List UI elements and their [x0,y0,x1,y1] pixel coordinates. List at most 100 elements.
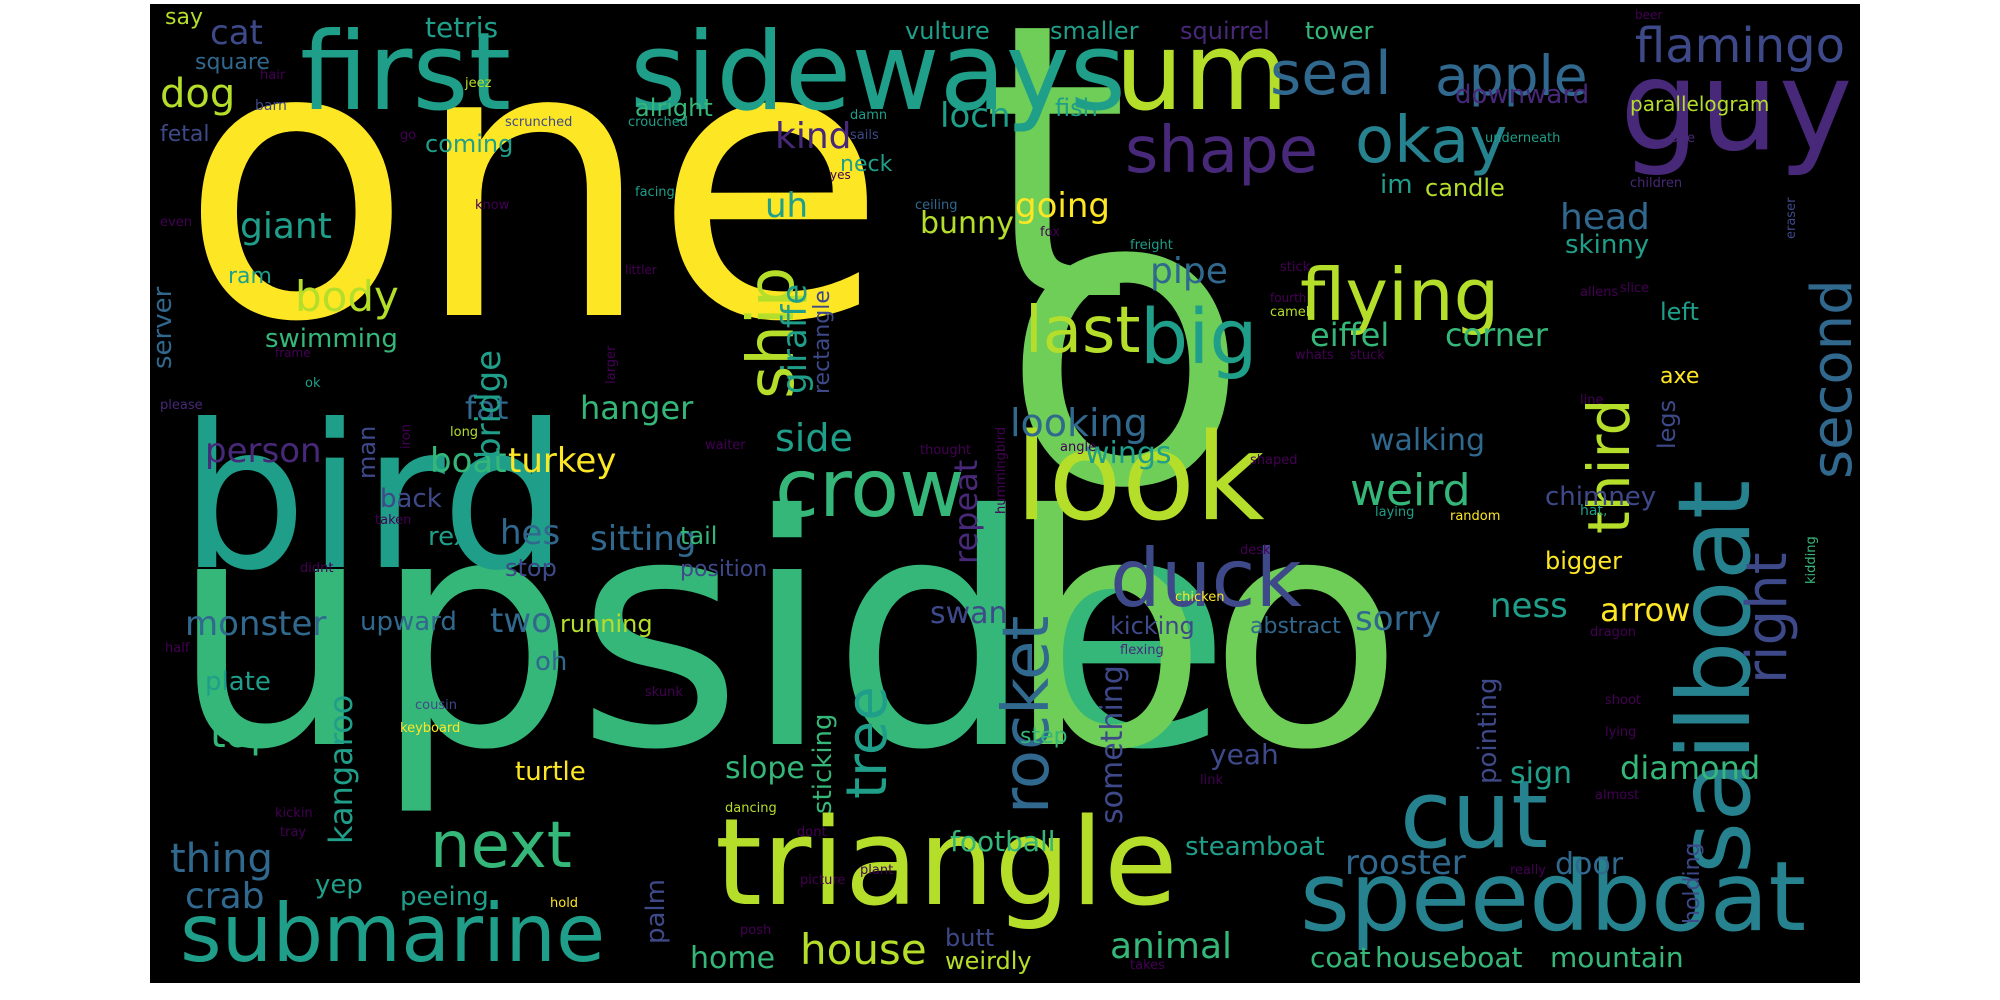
word-lying: lying [1605,725,1637,740]
word-slope: slope [725,751,805,786]
word-posh: posh [740,923,772,938]
word-corner: corner [1445,316,1548,354]
word-link: link [1200,773,1223,788]
word-something: something [1095,665,1130,824]
word-server: server [150,286,178,369]
word-apple: apple [1435,44,1588,108]
word-long: long [450,425,479,440]
word-duck: duck [1110,532,1302,625]
word-picture: picture [800,873,846,888]
word-cousin: cousin [415,698,457,713]
word-um: um [1115,10,1289,135]
word-know: know [475,198,510,213]
word-fourth: fourth [1270,291,1307,305]
word-parallelogram: parallelogram [1630,92,1770,116]
word-position: position [680,557,768,582]
word-shaped: shaped [1250,453,1298,468]
word-kidding: kidding [1804,536,1819,584]
word-tetris: tetris [425,11,499,44]
word-smaller: smaller [1050,17,1139,45]
word-crouched: crouched [628,115,689,130]
word-skunk: skunk [645,685,683,700]
word-look: look [1015,409,1265,548]
word-person: person [205,431,322,471]
word-bigger: bigger [1545,547,1623,575]
word-house: house [800,925,927,974]
word-sails: sails [850,128,879,143]
word-bridge: bridge [469,349,509,459]
word-bunny: bunny [920,206,1014,241]
word-cut: cut [1400,761,1549,870]
word-freight: freight [1130,238,1173,253]
word-plant: plant [860,863,894,878]
word-hat: hat, [1580,503,1608,519]
word-tail: tail [680,522,718,550]
word-left: left [1660,298,1699,326]
word-square: square [195,50,270,75]
word-giant: giant [240,206,332,247]
word-mountain: mountain [1550,941,1684,974]
word-children: children [1630,176,1683,191]
word-wings: wings [1085,436,1172,471]
word-angle: angle [1060,440,1097,455]
word-rex: rex [428,522,470,552]
word-chicken: chicken [1175,590,1225,605]
word-eraser: eraser [1784,197,1799,239]
word-taken: taken [375,513,412,528]
word-body: body [295,272,399,321]
word-cat: cat [210,13,263,53]
word-fat: fat [465,389,509,427]
word-barn: barn [255,98,287,114]
word-cloud-canvas: one t o upside bo bird first sideways um… [150,4,1860,983]
word-yep: yep [315,870,363,900]
word-door: door [1555,847,1624,882]
word-sticking: sticking [808,713,838,814]
word-dragon: dragon [1590,625,1637,640]
word-going: going [1015,186,1110,226]
word-ram: ram [228,264,272,289]
word-swimming: swimming [265,324,398,354]
word-coming: coming [425,130,514,158]
word-monster: monster [185,604,327,644]
word-tower: tower [1305,17,1374,45]
word-kickin: kickin [275,806,313,821]
word-man: man [353,425,381,479]
word-dog: dog [160,71,236,117]
word-pipe: pipe [1150,251,1228,292]
word-big: big [1140,292,1258,381]
word-swan: swan [930,596,1008,631]
word-top: top [210,711,276,757]
word-fox: fox [1040,225,1060,240]
word-next: next [430,809,572,883]
word-axe: axe [1660,364,1700,389]
word-back: back [380,484,442,514]
word-weirdly: weirdly [945,947,1032,975]
word-o: o [1000,100,1251,578]
word-really: really [1510,863,1546,878]
word-uh: uh [765,186,809,226]
word-say: say [165,5,203,30]
word-kicking: kicking [1110,612,1195,640]
word-ness: ness [1490,586,1568,626]
word-jeez: jeez [465,76,492,91]
word-takes: takes [1130,958,1165,973]
word-shape: shape [1125,114,1319,188]
word-sideways: sideways [630,10,1126,135]
word-oh: oh [535,647,568,677]
word-ok: ok [305,376,321,391]
word-stick: stick [1280,260,1311,275]
word-rocket: rocket [990,615,1064,815]
word-squirrel: squirrel [1180,17,1270,45]
word-candle: candle [1425,174,1505,202]
word-larger: larger [604,345,619,384]
word-please: please [160,398,203,413]
word-frame: frame [275,346,311,360]
word-upward: upward [360,607,457,637]
word-stuck: stuck [1350,348,1385,363]
word-triangle: triangle [715,794,1178,933]
word-dancing: dancing [725,801,777,816]
word-go: go [400,128,417,143]
word-damn: damn [850,108,888,123]
word-eiffel: eiffel [1310,316,1390,354]
word-tree: tree [835,686,900,799]
